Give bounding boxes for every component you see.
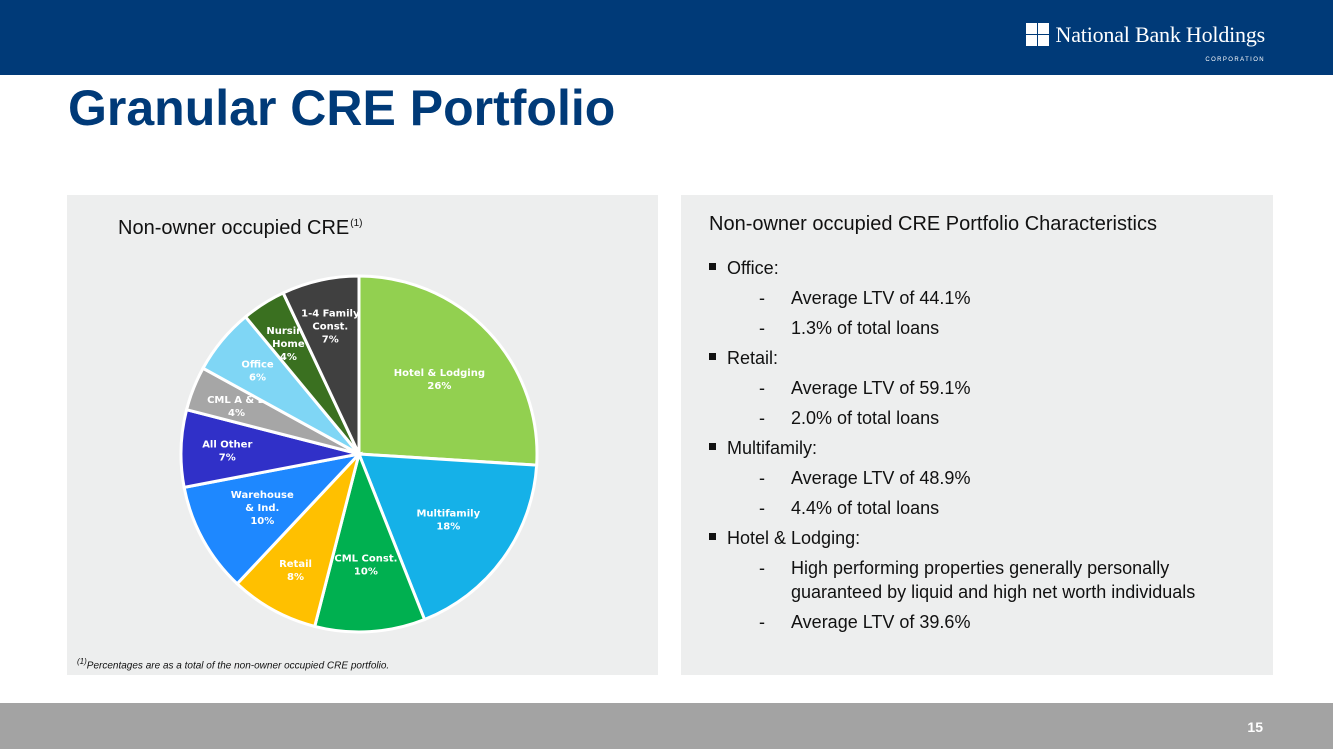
- section-heading-text: Office:: [727, 258, 779, 278]
- slice-label: CML Const.: [334, 554, 397, 565]
- slice-label: 7%: [219, 452, 236, 463]
- bullet-icon: [709, 443, 716, 450]
- right-panel: Non-owner occupied CRE Portfolio Charact…: [681, 195, 1273, 675]
- list-item: - Average LTV of 39.6%: [759, 610, 1239, 634]
- list-item-text: 4.4% of total loans: [791, 498, 940, 518]
- slice-label: Nursing: [266, 326, 310, 337]
- header-bar: National Bank Holdings CORPORATION: [0, 0, 1333, 75]
- chart-title-text: Non-owner occupied CRE: [118, 217, 350, 239]
- page-title: Granular CRE Portfolio: [68, 80, 616, 136]
- characteristics-title: Non-owner occupied CRE Portfolio Charact…: [709, 213, 1157, 235]
- pie-slice: [356, 452, 539, 622]
- page-number: 15: [1247, 719, 1263, 735]
- pie-chart: Hotel & Lodging 26% Multifamily 18% CML Cons…: [179, 274, 539, 634]
- dash-icon: -: [759, 318, 765, 338]
- section-heading-text: Multifamily:: [727, 438, 818, 458]
- slice-label: Retail: [279, 559, 312, 570]
- section-heading: Office:: [709, 257, 779, 279]
- section-heading-text: Retail:: [727, 348, 779, 368]
- footnote-ref: (1): [77, 657, 87, 666]
- dash-icon: -: [759, 288, 765, 308]
- slice-label: Office: [241, 360, 274, 371]
- slice-label: Warehouse: [231, 490, 294, 501]
- dash-icon: -: [759, 498, 765, 518]
- list-item: - 2.0% of total loans: [759, 406, 1239, 430]
- dash-icon: -: [759, 558, 765, 578]
- slice-label: 26%: [427, 381, 451, 392]
- pie-slice: [281, 274, 361, 455]
- chart-title: Non-owner occupied CRE(1): [118, 212, 362, 240]
- dash-icon: -: [759, 612, 765, 632]
- section-heading: Retail:: [709, 347, 778, 369]
- footer-bar: 15: [0, 703, 1333, 749]
- slice-label: 1-4 Family: [301, 309, 360, 320]
- bullet-icon: [709, 263, 716, 270]
- list-item: - 1.3% of total loans: [759, 316, 1239, 340]
- list-item: - Average LTV of 44.1%: [759, 286, 1239, 310]
- slice-label: 8%: [287, 572, 304, 583]
- dash-icon: -: [759, 468, 765, 488]
- slice-label: 4%: [280, 352, 297, 363]
- chart-title-footnote-ref: (1): [350, 218, 363, 229]
- list-item-text: Average LTV of 59.1%: [791, 378, 971, 398]
- slice-label: Multifamily: [416, 508, 480, 519]
- section-heading: Hotel & Lodging:: [709, 527, 860, 549]
- slice-label: CML A & D: [207, 395, 266, 406]
- list-item-text: Average LTV of 39.6%: [791, 612, 971, 632]
- pie-slice: [357, 274, 539, 467]
- pie-slice: [235, 452, 361, 629]
- list-item-text: High performing properties generally per…: [791, 558, 1196, 602]
- slice-label: 18%: [436, 521, 460, 532]
- list-item-text: 2.0% of total loans: [791, 408, 940, 428]
- logo-text: National Bank Holdings CORPORATION: [1055, 22, 1266, 63]
- list-item: - 4.4% of total loans: [759, 496, 1239, 520]
- list-item-text: Average LTV of 44.1%: [791, 288, 971, 308]
- list-item: - Average LTV of 59.1%: [759, 376, 1239, 400]
- slice-label: 10%: [354, 567, 378, 578]
- logo-name: National Bank Holdings: [1055, 22, 1266, 47]
- company-logo: National Bank Holdings CORPORATION: [1025, 22, 1266, 63]
- pie-slice: [312, 449, 427, 634]
- logo-subtitle: CORPORATION: [1205, 57, 1265, 63]
- list-item-text: 1.3% of total loans: [791, 318, 940, 338]
- logo-mark-icon: [1025, 23, 1049, 46]
- list-item-text: Average LTV of 48.9%: [791, 468, 971, 488]
- slice-label: 6%: [249, 373, 266, 384]
- slice-label: 4%: [228, 408, 245, 419]
- dash-icon: -: [759, 378, 765, 398]
- footnote: (1)Percentages are as a total of the non…: [77, 657, 389, 671]
- bullet-icon: [709, 353, 716, 360]
- slice-label: Home: [272, 339, 305, 350]
- slice-label: All Other: [202, 439, 252, 450]
- footnote-text: Percentages are as a total of the non-ow…: [86, 660, 390, 672]
- slice-label: 7%: [322, 335, 339, 346]
- bullet-icon: [709, 533, 716, 540]
- section-heading: Multifamily:: [709, 437, 817, 459]
- list-item: - High performing properties generally pe…: [759, 556, 1239, 604]
- slice-label: 10%: [250, 516, 274, 527]
- slice-label: Hotel & Lodging: [394, 368, 485, 379]
- section-heading-text: Hotel & Lodging:: [727, 528, 861, 548]
- left-panel: Non-owner occupied CRE(1) Hotel & Lodgin…: [67, 195, 658, 675]
- slice-label: Const.: [312, 322, 348, 333]
- slice-label: & Ind.: [245, 503, 279, 514]
- dash-icon: -: [759, 408, 765, 428]
- pie-slice: [182, 451, 364, 586]
- list-item: - Average LTV of 48.9%: [759, 466, 1239, 490]
